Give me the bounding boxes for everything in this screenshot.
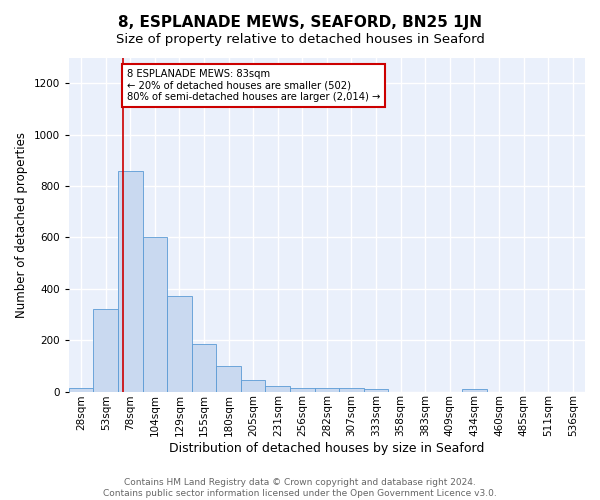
X-axis label: Distribution of detached houses by size in Seaford: Distribution of detached houses by size …: [169, 442, 485, 455]
Bar: [339, 388, 364, 392]
Bar: [217, 366, 241, 392]
Bar: [118, 170, 143, 392]
Bar: [241, 380, 265, 392]
Text: Size of property relative to detached houses in Seaford: Size of property relative to detached ho…: [116, 32, 484, 46]
Bar: [265, 386, 290, 392]
Bar: [143, 238, 167, 392]
Bar: [314, 388, 339, 392]
Bar: [462, 389, 487, 392]
Bar: [167, 296, 192, 392]
Text: Contains HM Land Registry data © Crown copyright and database right 2024.
Contai: Contains HM Land Registry data © Crown c…: [103, 478, 497, 498]
Bar: [94, 310, 118, 392]
Y-axis label: Number of detached properties: Number of detached properties: [15, 132, 28, 318]
Text: 8 ESPLANADE MEWS: 83sqm
← 20% of detached houses are smaller (502)
80% of semi-d: 8 ESPLANADE MEWS: 83sqm ← 20% of detache…: [127, 69, 380, 102]
Bar: [192, 344, 217, 392]
Text: 8, ESPLANADE MEWS, SEAFORD, BN25 1JN: 8, ESPLANADE MEWS, SEAFORD, BN25 1JN: [118, 15, 482, 30]
Bar: [69, 388, 94, 392]
Bar: [364, 389, 388, 392]
Bar: [290, 388, 314, 392]
